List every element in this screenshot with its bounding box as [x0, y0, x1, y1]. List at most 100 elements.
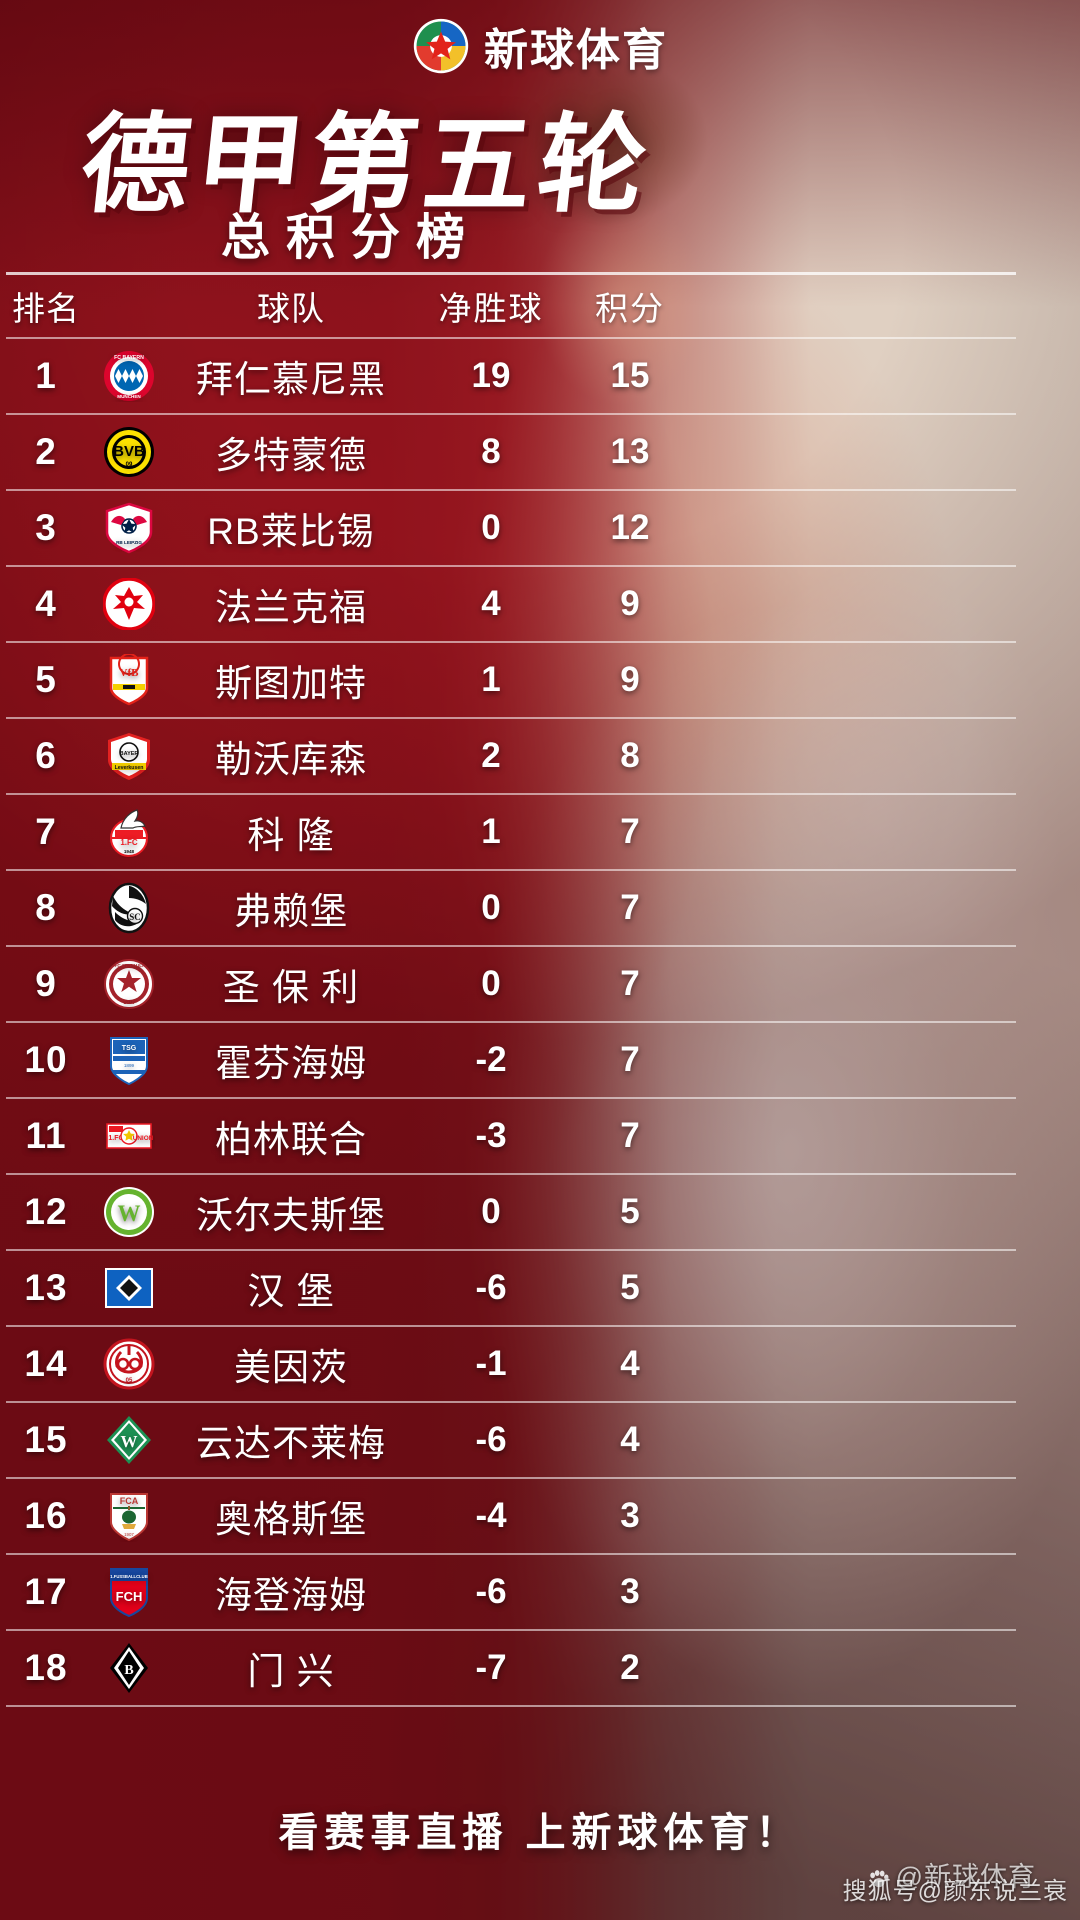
cell-crest: W — [92, 1186, 166, 1238]
table-row[interactable]: 10 TSG 1899 霍芬海姆 -2 7 — [0, 1023, 1080, 1097]
cell-rank: 14 — [24, 1343, 68, 1384]
cell-goal-diff: -4 — [475, 1496, 507, 1535]
cell-goal-diff: -2 — [475, 1040, 507, 1079]
table-row[interactable]: 9 FC ST. PAULI 1910 圣 保 利 0 7 — [0, 947, 1080, 1021]
cell-rank: 7 — [35, 811, 57, 852]
vfl-wolfsburg-crest-icon: W — [103, 1186, 155, 1238]
table-row[interactable]: 3 RB LEIPZIG RB莱比锡 0 12 — [0, 491, 1080, 565]
sohu-watermark: 搜狐号@颜东说兰衰 — [843, 1871, 1068, 1906]
cell-goal-diff: 0 — [481, 1192, 501, 1231]
svg-text:1.FUSSBALLCLUB: 1.FUSSBALLCLUB — [110, 1574, 147, 1579]
cell-points: 13 — [610, 432, 650, 471]
cell-goal-diff: 19 — [471, 356, 511, 395]
cell-goal-diff: -6 — [475, 1572, 507, 1611]
cell-team-name: 云达不莱梅 — [196, 1423, 386, 1464]
rb-leipzig-crest-icon: RB LEIPZIG — [103, 502, 155, 554]
cell-crest — [92, 578, 166, 630]
cell-points: 3 — [620, 1496, 640, 1535]
table-row[interactable]: 17 1.FUSSBALLCLUB FCH 海登海姆 -6 3 — [0, 1555, 1080, 1629]
cell-team-name: 法兰克福 — [215, 587, 367, 628]
svg-text:Leverkusen: Leverkusen — [115, 765, 144, 771]
cell-rank: 11 — [25, 1115, 67, 1156]
svg-text:SC: SC — [129, 912, 141, 922]
footer-slogan: 看赛事直播 上新球体育！ — [278, 1811, 802, 1855]
svg-text:FC ST. PAULI: FC ST. PAULI — [115, 963, 144, 968]
table-row[interactable]: 18 B 门 兴 -7 2 — [0, 1631, 1080, 1705]
table-row[interactable]: 6 BAYER Leverkusen 勒沃库森 2 8 — [0, 719, 1080, 793]
table-row[interactable]: 8 SC 弗赖堡 0 7 — [0, 871, 1080, 945]
cell-points: 7 — [620, 1040, 640, 1079]
table-row[interactable]: 16 FCA 1907 奥格斯堡 -4 3 — [0, 1479, 1080, 1553]
mainz-05-crest-icon: 05 — [103, 1338, 155, 1390]
table-row[interactable]: 1 FC BAYERN MUNCHEN 拜仁慕尼黑 19 15 — [0, 339, 1080, 413]
header-team: 球队 — [257, 290, 325, 327]
cell-team-name: 斯图加特 — [215, 663, 367, 704]
page-subtitle: 总积分榜 — [220, 211, 481, 265]
table-row[interactable]: 2 BVB 09 多特蒙德 8 13 — [0, 415, 1080, 489]
cell-team-name: RB莱比锡 — [207, 511, 375, 552]
svg-text:UNION: UNION — [133, 1135, 154, 1142]
cell-goal-diff: 0 — [481, 964, 501, 1003]
table-row[interactable]: 15 W 云达不莱梅 -6 4 — [0, 1403, 1080, 1477]
svg-text:B: B — [124, 1663, 133, 1678]
cell-crest: RB LEIPZIG — [92, 502, 166, 554]
sohu-watermark-text: 搜狐号@颜东说兰衰 — [842, 1878, 1068, 1905]
cell-team-name: 多特蒙德 — [215, 435, 367, 476]
svg-text:RB LEIPZIG: RB LEIPZIG — [116, 540, 142, 545]
cell-team-name: 拜仁慕尼黑 — [196, 359, 386, 400]
cell-rank: 2 — [35, 431, 57, 472]
cell-crest — [92, 1262, 166, 1314]
cell-points: 2 — [620, 1648, 640, 1687]
table-row[interactable]: 12 W 沃尔夫斯堡 0 5 — [0, 1175, 1080, 1249]
table-header-row: 排名 球队 净胜球 积分 — [0, 275, 1080, 337]
svg-text:1907: 1907 — [124, 1532, 134, 1537]
table-row[interactable]: 13 汉 堡 -6 5 — [0, 1251, 1080, 1325]
cell-team-name: 门 兴 — [247, 1651, 335, 1692]
header-goal-diff: 净胜球 — [438, 290, 544, 327]
table-row[interactable]: 5 VfB 斯图加特 1 9 — [0, 643, 1080, 717]
table-row[interactable]: 4 法兰克福 4 9 — [0, 567, 1080, 641]
table-row[interactable]: 11 1.FC UNION 柏林联合 -3 7 — [0, 1099, 1080, 1173]
cell-goal-diff: 2 — [481, 736, 501, 775]
cell-team-name: 圣 保 利 — [222, 967, 360, 1008]
cell-points: 7 — [620, 888, 640, 927]
standings-table: 排名 球队 净胜球 积分 1 FC BAYERN MUNCHEN 拜仁慕尼黑 19 1… — [0, 272, 1080, 1707]
cell-team-name: 霍芬海姆 — [215, 1043, 367, 1084]
fc-koln-crest-icon: 1.FC 1948 — [103, 806, 155, 858]
cell-team-name: 沃尔夫斯堡 — [196, 1195, 386, 1236]
bayern-munich-crest-icon: FC BAYERN MUNCHEN — [103, 350, 155, 402]
cell-crest: TSG 1899 — [92, 1034, 166, 1086]
cell-points: 4 — [620, 1344, 640, 1383]
cell-rank: 6 — [35, 735, 57, 776]
table-row[interactable]: 7 1.FC 1948 科 隆 1 7 — [0, 795, 1080, 869]
standings-rows: 1 FC BAYERN MUNCHEN 拜仁慕尼黑 19 15 2 BVB 09 多特蒙德… — [0, 339, 1080, 1707]
cell-goal-diff: -6 — [475, 1420, 507, 1459]
cell-team-name: 汉 堡 — [247, 1271, 335, 1312]
svg-text:1910: 1910 — [123, 1000, 134, 1006]
cell-rank: 10 — [24, 1039, 68, 1080]
cell-goal-diff: -1 — [475, 1344, 507, 1383]
svg-text:MUNCHEN: MUNCHEN — [117, 394, 141, 399]
svg-text:FCA: FCA — [120, 1496, 139, 1506]
bayer-leverkusen-crest-icon: BAYER Leverkusen — [103, 730, 155, 782]
cell-rank: 13 — [24, 1267, 68, 1308]
cell-goal-diff: 1 — [481, 812, 501, 851]
svg-text:FCH: FCH — [116, 1589, 143, 1604]
sc-freiburg-crest-icon: SC — [103, 882, 155, 934]
cell-crest: BAYER Leverkusen — [92, 730, 166, 782]
table-row[interactable]: 14 05 美因茨 -1 4 — [0, 1327, 1080, 1401]
cell-points: 7 — [620, 812, 640, 851]
svg-text:09: 09 — [126, 462, 133, 468]
cell-crest: B — [92, 1642, 166, 1694]
cell-crest: 05 — [92, 1338, 166, 1390]
svg-text:1899: 1899 — [124, 1063, 135, 1068]
svg-text:W: W — [121, 1432, 138, 1451]
svg-text:VfB: VfB — [120, 667, 140, 679]
header-rank: 排名 — [12, 290, 80, 327]
cell-crest: FC BAYERN MUNCHEN — [92, 350, 166, 402]
svg-text:1.FC: 1.FC — [120, 838, 138, 847]
heidenheim-crest-icon: 1.FUSSBALLCLUB FCH — [103, 1566, 155, 1618]
cell-goal-diff: -3 — [475, 1116, 507, 1155]
cell-points: 5 — [620, 1192, 640, 1231]
